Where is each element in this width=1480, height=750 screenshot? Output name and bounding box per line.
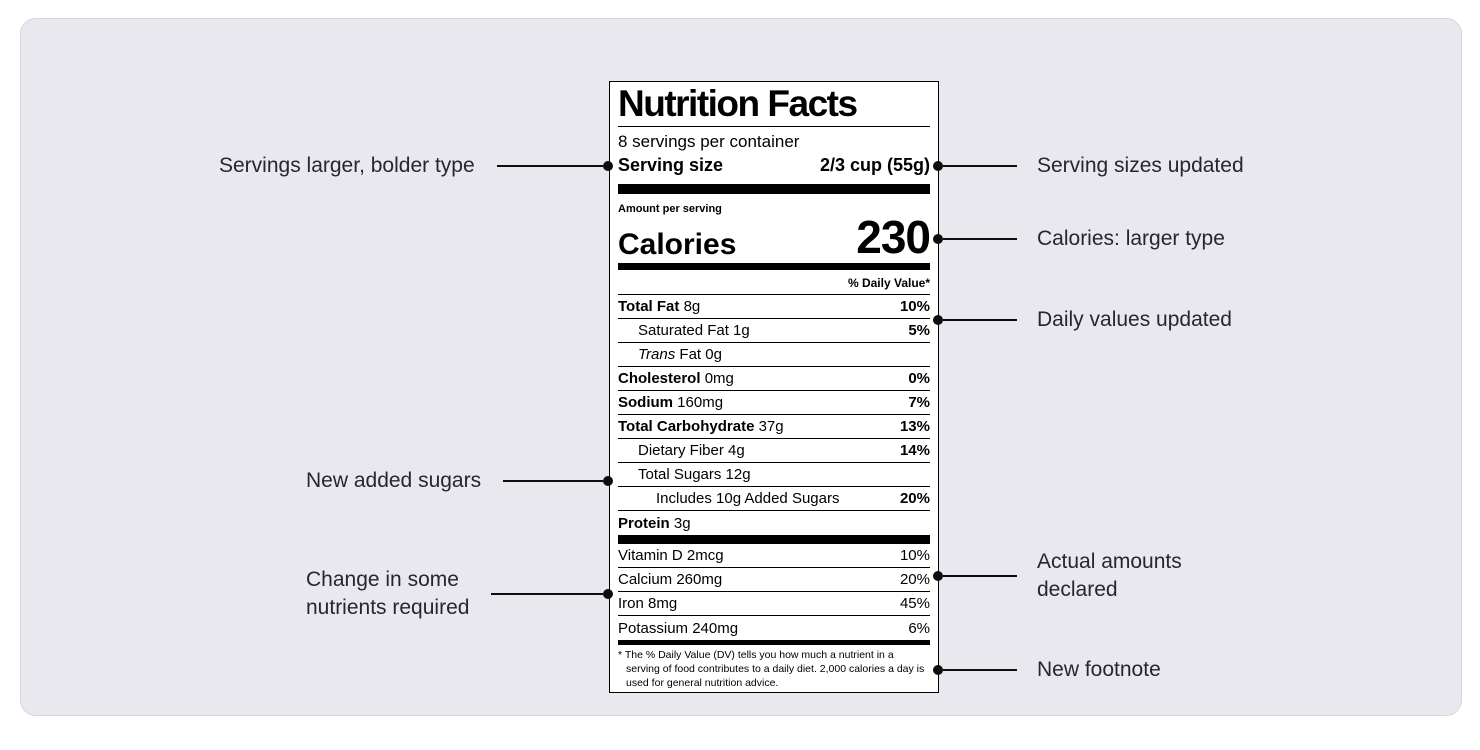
callout-dot — [603, 589, 613, 599]
callout-line — [943, 238, 1017, 240]
nutrient-row: Total Carbohydrate 37g 13% — [618, 415, 930, 440]
vitamin-row: Vitamin D 2mcg 10% — [618, 544, 930, 569]
nutrient-row: Saturated Fat 1g 5% — [618, 319, 930, 344]
servings-per-container: 8 servings per container — [618, 131, 800, 151]
nutrient-row: Sodium 160mg 7% — [618, 391, 930, 416]
nutrient-row: Dietary Fiber 4g 14% — [618, 439, 930, 464]
calories-value: 230 — [856, 210, 931, 263]
callout-label: Servings larger, bolder type — [219, 154, 475, 177]
calories-row: Calories 230 — [618, 210, 931, 264]
thick-divider-bar — [618, 535, 930, 545]
callout-line — [943, 165, 1017, 167]
callout-new-footnote: New footnote — [933, 655, 1161, 685]
callout-line — [943, 575, 1017, 577]
callout-dot — [933, 571, 943, 581]
amount-per-serving-label: Amount per serving — [618, 202, 722, 215]
callout-servings-larger: Servings larger, bolder type — [219, 151, 613, 181]
callout-dot — [933, 315, 943, 325]
nutrient-row: Total Sugars 12g — [618, 463, 930, 488]
callout-dot — [933, 234, 943, 244]
callout-label: New footnote — [1037, 658, 1161, 681]
calories-label: Calories — [618, 227, 737, 261]
vitamin-row: Calcium 260mg 20% — [618, 568, 930, 593]
callout-label: New added sugars — [306, 469, 482, 492]
footnote: * The % Daily Value (DV) tells you how m… — [618, 649, 925, 690]
nutrient-row: Protein 3g — [618, 514, 691, 532]
serving-size-row: Serving size 2/3 cup (55g) — [618, 152, 930, 181]
callout-line — [943, 669, 1017, 671]
callout-new-added-sugars: New added sugars — [306, 466, 613, 496]
vitamin-row: Iron 8mg 45% — [618, 592, 930, 617]
medium-divider-bar — [618, 263, 930, 271]
callout-line — [943, 319, 1017, 321]
daily-value-header: % Daily Value* — [618, 270, 930, 296]
vitamin-row: Potassium 240mg 6% — [618, 619, 930, 637]
callout-nutrients-required: Change in some nutrients required — [306, 565, 613, 623]
callout-actual-amounts-declared: Actual amounts declared — [933, 547, 1182, 605]
callout-label: Change in some nutrients required — [306, 567, 470, 619]
callout-dot — [603, 476, 613, 486]
nutrient-row: Includes 10g Added Sugars 20% — [618, 487, 930, 512]
nutrition-label: Nutrition Facts 8 servings per container… — [609, 81, 939, 693]
info-card: Nutrition Facts 8 servings per container… — [20, 18, 1462, 716]
label-title: Nutrition Facts — [618, 83, 930, 127]
serving-size-label: Serving size — [618, 154, 724, 175]
thin-divider-bar — [618, 640, 930, 646]
thick-divider-bar — [618, 183, 930, 194]
callout-label: Actual amounts declared — [1037, 549, 1182, 601]
callout-line — [503, 480, 603, 482]
serving-size-value: 2/3 cup (55g) — [819, 154, 930, 175]
callout-line — [496, 165, 603, 167]
callout-label: Calories: larger type — [1037, 227, 1225, 250]
callout-daily-values-updated: Daily values updated — [933, 305, 1232, 335]
callout-dot — [603, 161, 613, 171]
nutrient-row: Total Fat 8g 10% — [618, 295, 930, 320]
nutrient-row: Trans Fat 0g — [618, 343, 930, 368]
callout-dot — [933, 665, 943, 675]
callout-serving-sizes-updated: Serving sizes updated — [933, 151, 1244, 181]
nutrient-row: Cholesterol 0mg 0% — [618, 367, 930, 392]
callout-line — [491, 593, 603, 595]
callout-label: Daily values updated — [1037, 308, 1232, 331]
callout-label: Serving sizes updated — [1037, 154, 1244, 177]
callout-calories-larger-type: Calories: larger type — [933, 224, 1225, 254]
callout-dot — [933, 161, 943, 171]
